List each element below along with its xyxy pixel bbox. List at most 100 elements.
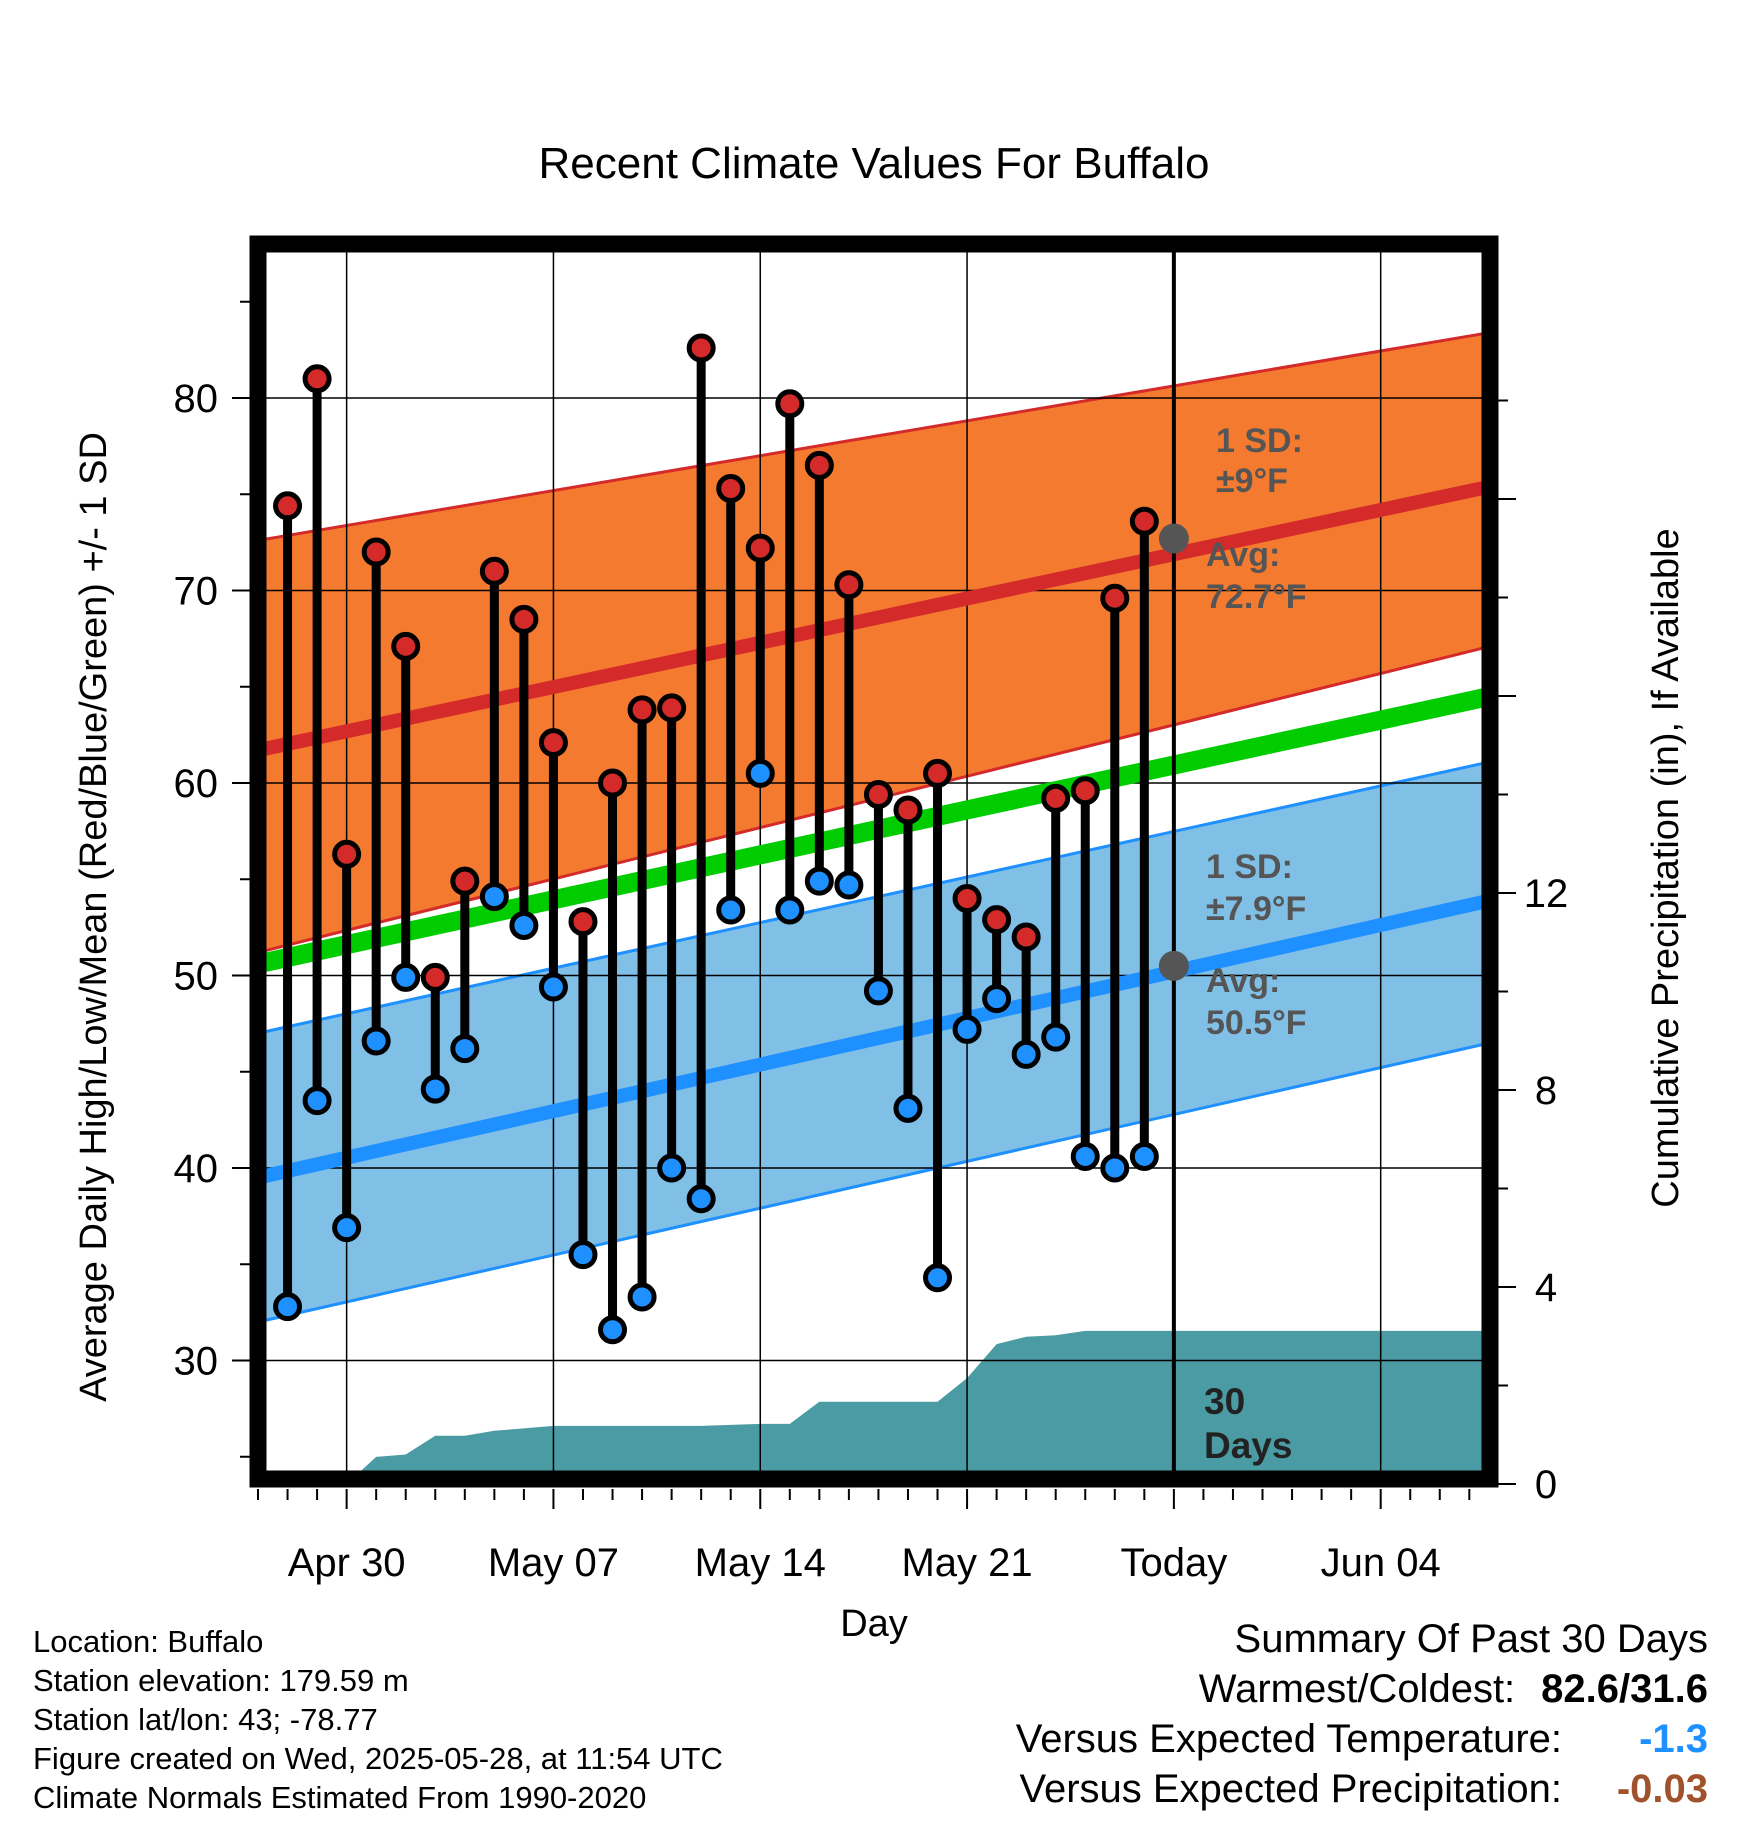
daily-high-point [893,795,923,825]
y-right-tick-label: 0 [1535,1463,1557,1507]
daily-low-point [391,962,421,992]
precip-area [346,1330,1491,1484]
daily-low-point [804,866,834,896]
daily-low-point [1129,1141,1159,1171]
daily-low-point [982,984,1012,1014]
precip-label: Versus Expected Precipitation: [1019,1767,1562,1811]
days-count-label: 30 [1204,1381,1245,1422]
daily-low-point [479,882,509,912]
chart-title: Recent Climate Values For Buffalo [539,139,1210,188]
location-text: Location: Buffalo [33,1624,264,1659]
daily-low-point [775,895,805,925]
daily-high-point [1041,783,1071,813]
plot-frame [249,235,1499,1488]
daily-high-point [568,907,598,937]
high-sd-band [258,332,1490,953]
daily-high-point [1100,583,1130,613]
daily-high-point [450,866,480,896]
y-left-tick-label: 70 [174,570,219,614]
daily-high-point [952,884,982,913]
daily-high-point [420,962,450,992]
daily-low-point [538,972,568,1002]
daily-low-point [332,1213,362,1243]
created-text: Figure created on Wed, 2025-05-28, at 11… [33,1741,723,1776]
low-avg-label: Avg: [1206,962,1280,1000]
y-left-tick-label: 30 [174,1340,219,1384]
daily-high-point [361,537,391,567]
normal-high-line [256,479,1492,758]
daily-high-point [745,533,775,563]
daily-low-point [952,1014,982,1044]
low-sd-value: ±7.9°F [1206,890,1306,928]
daily-high-point [804,450,834,480]
daily-low-point [420,1074,450,1104]
daily-low-point [686,1184,716,1214]
x-tick-label: Today [1121,1541,1228,1585]
summary-panel: Summary Of Past 30 Days Warmest/Coldest:… [1016,1614,1708,1814]
daily-low-point [893,1093,923,1123]
daily-low-point [361,1026,391,1056]
days-word-label: Days [1204,1425,1292,1466]
y-right-tick-label: 8 [1535,1069,1557,1113]
summary-precip-row: Versus Expected Precipitation: -0.03 [1016,1764,1708,1814]
high-avg-label: Avg: [1206,536,1280,574]
low-sd-label: 1 SD: [1206,848,1293,886]
daily-high-point [863,780,893,810]
latlon-text: Station lat/lon: 43; -78.77 [33,1702,378,1737]
high-sd-label: 1 SD: [1216,422,1303,460]
daily-high-point [923,758,953,788]
y-left-tick-label: 80 [174,377,219,421]
daily-low-point [598,1315,628,1345]
x-tick-label: Jun 04 [1321,1541,1441,1585]
daily-low-point [1070,1141,1100,1171]
daily-high-point [834,570,864,600]
x-tick-label: Apr 30 [288,1541,406,1585]
daily-high-point [1129,506,1159,536]
daily-high-point [716,473,746,503]
x-tick-label: May 14 [695,1541,826,1585]
daily-high-point [273,491,303,521]
station-info: Location: Buffalo Station elevation: 179… [33,1622,723,1817]
daily-low-point [863,976,893,1006]
daily-low-point [627,1282,657,1312]
daily-low-point [509,910,539,940]
y-axis-left-label: Average Daily High/Low/Mean (Red/Blue/Gr… [73,432,115,1402]
daily-low-point [923,1263,953,1293]
daily-high-point [1070,776,1100,806]
high-sd-upper-edge [257,331,1491,542]
daily-high-point [657,693,687,723]
daily-high-point [332,839,362,869]
high-avg-value: 72.7°F [1206,578,1307,616]
daily-low-point [302,1086,332,1116]
x-tick-label: May 07 [488,1541,619,1585]
daily-high-point [686,333,716,363]
daily-high-point [598,768,628,798]
daily-high-point [538,728,568,758]
daily-low-point [657,1153,687,1183]
daily-low-point [716,895,746,925]
today-avg-low-marker [1158,950,1189,981]
daily-high-point [775,389,805,419]
normal-low-line [256,893,1492,1185]
daily-low-point [745,758,775,788]
warmest-label: Warmest/Coldest: [1198,1667,1516,1711]
daily-high-point [627,695,657,725]
precip-value: -0.03 [1616,1767,1708,1811]
daily-high-point [982,905,1012,935]
y-right-tick-label: 12 [1524,872,1569,916]
daily-high-point [509,604,539,634]
today-avg-high-marker [1158,523,1189,554]
temp-value: -1.3 [1639,1717,1708,1761]
warmest-value: 82.6/31.6 [1541,1667,1708,1711]
daily-low-point [1041,1022,1071,1052]
high-sd-value: ±9°F [1216,462,1288,500]
daily-high-point [479,556,509,586]
daily-high-point [302,364,332,394]
x-tick-label: May 21 [901,1541,1032,1585]
y-axis-right-label: Cumulative Precipitation (in), If Availa… [1645,528,1687,1207]
daily-high-point [1011,922,1041,952]
low-sd-lower-edge [257,1041,1491,1324]
daily-low-point [834,870,864,900]
